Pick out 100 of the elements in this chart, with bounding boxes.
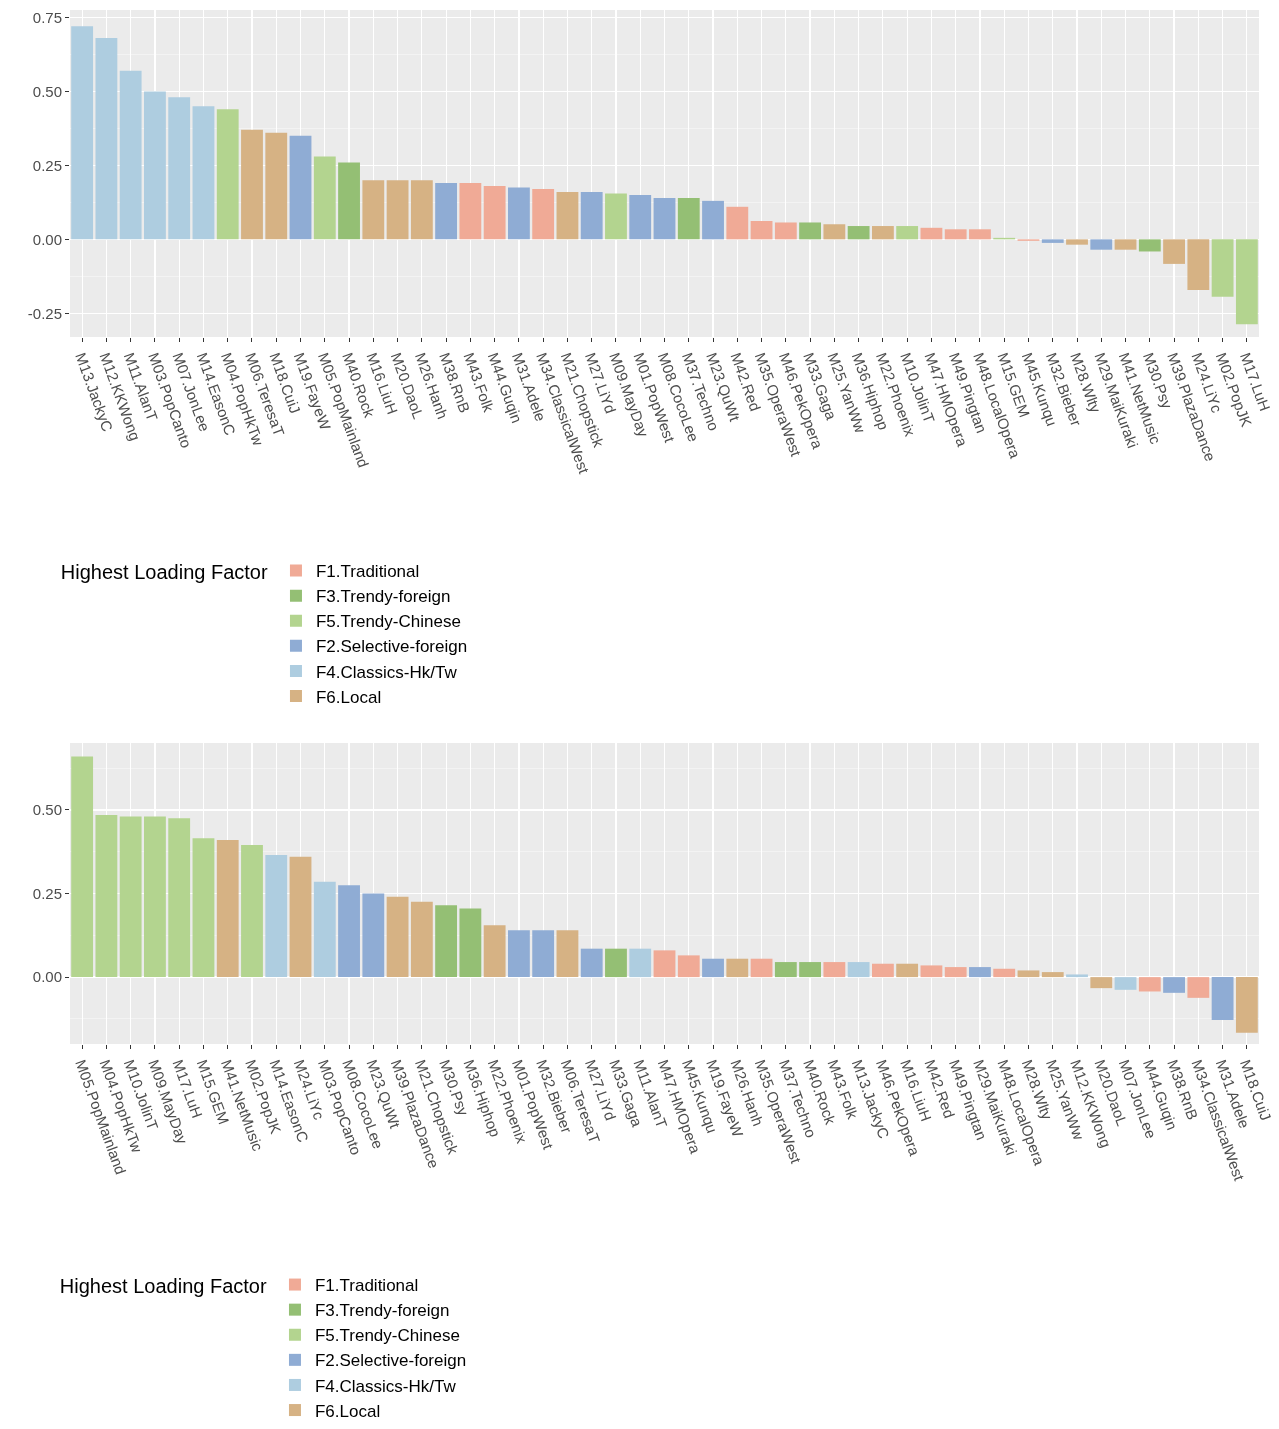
y-tick-label: 0.25 bbox=[32, 884, 62, 902]
bar bbox=[338, 885, 360, 978]
bar bbox=[289, 135, 312, 240]
bar bbox=[774, 962, 797, 978]
bar bbox=[1235, 977, 1258, 1033]
bar bbox=[168, 97, 191, 240]
bar bbox=[1066, 974, 1088, 978]
bar bbox=[726, 206, 749, 240]
bar bbox=[410, 901, 433, 978]
bar bbox=[1114, 239, 1137, 250]
bar bbox=[556, 192, 579, 240]
y-tick-label: -0.25 bbox=[27, 304, 62, 322]
legend-label: F2.Selective-foreign bbox=[314, 1351, 467, 1371]
y-tick-label: 0.50 bbox=[32, 801, 62, 819]
bar bbox=[483, 186, 506, 240]
bar bbox=[702, 200, 724, 240]
bar bbox=[1211, 977, 1234, 1020]
bar bbox=[774, 222, 797, 240]
bar bbox=[823, 962, 846, 978]
bar bbox=[71, 756, 94, 978]
legend-title: Highest Loading Factor bbox=[59, 1275, 267, 1297]
bar bbox=[1066, 239, 1088, 245]
bar bbox=[483, 925, 506, 978]
bar bbox=[119, 70, 142, 240]
bar bbox=[507, 930, 530, 978]
bar bbox=[216, 109, 239, 240]
bar bbox=[1138, 977, 1161, 992]
bar bbox=[265, 855, 288, 978]
bar bbox=[556, 930, 579, 978]
bar bbox=[605, 948, 627, 978]
bar bbox=[241, 129, 263, 240]
legend-label: F3.Trendy-foreign bbox=[315, 587, 451, 607]
bar bbox=[192, 838, 215, 978]
bar bbox=[1163, 239, 1185, 264]
bar bbox=[119, 816, 142, 978]
bar bbox=[338, 162, 360, 240]
bar bbox=[1138, 239, 1161, 252]
legend-label: F6.Local bbox=[314, 1401, 381, 1421]
bar bbox=[144, 91, 166, 240]
bar bbox=[580, 948, 603, 978]
bar bbox=[799, 222, 822, 240]
bar bbox=[677, 197, 700, 240]
bar bbox=[1090, 239, 1113, 250]
bar bbox=[386, 896, 409, 978]
bar bbox=[1187, 977, 1210, 998]
bar bbox=[1041, 972, 1064, 978]
bar bbox=[459, 908, 482, 978]
bar bbox=[1017, 970, 1040, 978]
bar bbox=[435, 183, 458, 240]
bar bbox=[629, 948, 652, 978]
bar bbox=[1211, 239, 1234, 297]
legend-label: F1.Traditional bbox=[314, 1276, 419, 1296]
bar bbox=[362, 893, 385, 978]
bar bbox=[71, 26, 94, 240]
bar bbox=[605, 193, 627, 240]
bar bbox=[969, 967, 991, 978]
bar bbox=[410, 180, 433, 240]
bar bbox=[871, 963, 894, 978]
bar bbox=[750, 221, 773, 240]
legend-title: Highest Loading Factor bbox=[60, 561, 268, 583]
bar bbox=[192, 106, 215, 240]
bar bbox=[507, 187, 530, 240]
bar bbox=[847, 962, 870, 978]
legend-label: F4.Classics-Hk/Tw bbox=[315, 662, 458, 682]
y-tick-label: 0.50 bbox=[32, 82, 62, 100]
bar bbox=[823, 224, 846, 240]
bar bbox=[944, 229, 967, 240]
legend-label: F4.Classics-Hk/Tw bbox=[314, 1376, 457, 1396]
bar bbox=[920, 227, 943, 240]
legend-label: F2.Selective-foreign bbox=[315, 637, 468, 657]
bar bbox=[653, 950, 676, 978]
bar bbox=[726, 958, 749, 978]
bar bbox=[580, 192, 603, 240]
bar bbox=[847, 226, 870, 240]
bar bbox=[993, 968, 1016, 978]
bar bbox=[799, 962, 822, 978]
bar bbox=[386, 180, 409, 240]
bar bbox=[241, 845, 263, 978]
bar bbox=[1163, 977, 1185, 993]
bar bbox=[313, 156, 336, 240]
legend-label: F5.Trendy-Chinese bbox=[315, 612, 461, 632]
legend-label: F5.Trendy-Chinese bbox=[314, 1326, 460, 1346]
bar bbox=[144, 816, 166, 978]
bar bbox=[920, 965, 943, 978]
y-tick-label: 0.25 bbox=[32, 156, 62, 174]
bar bbox=[1114, 977, 1137, 990]
bar bbox=[168, 818, 191, 978]
bar bbox=[1041, 239, 1064, 243]
bar bbox=[750, 958, 773, 978]
bar bbox=[871, 226, 894, 240]
bar bbox=[532, 930, 555, 978]
bar bbox=[702, 958, 724, 978]
bar bbox=[95, 38, 118, 240]
legend-label: F1.Traditional bbox=[315, 562, 420, 582]
legend-label: F6.Local bbox=[315, 687, 382, 707]
bar bbox=[1090, 977, 1113, 989]
bar bbox=[969, 229, 991, 240]
bar bbox=[265, 132, 288, 240]
bar bbox=[459, 183, 482, 240]
legend-label: F3.Trendy-foreign bbox=[314, 1301, 450, 1321]
